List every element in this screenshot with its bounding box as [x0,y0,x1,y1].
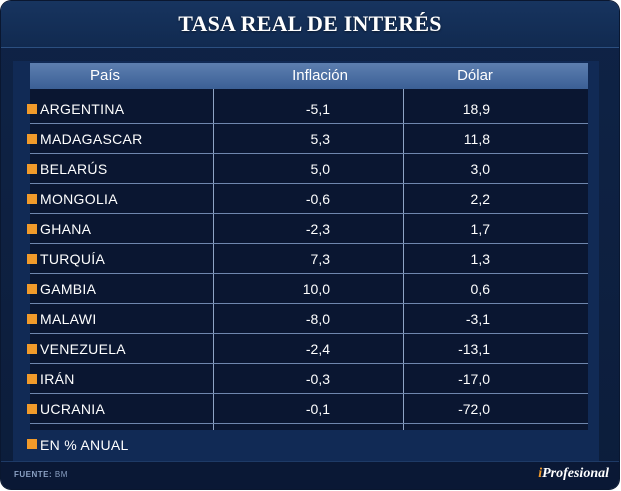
table-body [30,89,588,430]
table-row: MONGOLIA -0,6 2,2 [0,184,621,214]
row-bullet-icon [27,284,37,294]
cell-usd: 18,9 [462,101,490,117]
cell-usd: 1,3 [470,251,490,267]
cell-country: BELARÚS [40,161,108,177]
cell-inflation: -5,1 [305,101,330,117]
unit-note: EN % ANUAL [40,437,129,453]
table-row: UCRANIA -0,1 -72,0 [0,394,621,424]
table-row: TURQUÍA 7,3 1,3 [0,244,621,274]
cell-country: ARGENTINA [40,101,125,117]
table-row: GHANA -2,3 1,7 [0,214,621,244]
row-bullet-icon [27,404,37,414]
cell-usd: 0,6 [470,281,490,297]
row-bullet-icon [27,374,37,384]
cell-inflation: -0,3 [305,371,330,387]
source-line: FUENTE: BM [14,470,68,479]
table-row: BELARÚS 5,0 3,0 [0,154,621,184]
cell-usd: 1,7 [470,221,490,237]
row-bullet-icon [27,224,37,234]
row-divider [30,243,588,244]
row-divider [30,123,588,124]
brand-name: Profesional [542,466,609,481]
row-divider [30,273,588,274]
note-bullet-icon [27,439,37,449]
cell-country: TURQUÍA [40,251,106,267]
table-row: MADAGASCAR 5,3 11,8 [0,124,621,154]
column-divider [213,89,214,430]
cell-inflation: 5,3 [310,131,330,147]
cell-inflation: 5,0 [310,161,330,177]
cell-country: GAMBIA [40,281,97,297]
cell-country: IRÁN [40,371,75,387]
row-divider [30,303,588,304]
table-row: GAMBIA 10,0 0,6 [0,274,621,304]
cell-inflation: 10,0 [302,281,330,297]
cell-usd: 3,0 [470,161,490,177]
chart-title: TASA REAL DE INTERÉS [178,11,442,36]
footer-bar: FUENTE: BM iProfesional [1,461,619,489]
brand-prefix: i [538,466,543,481]
cell-country: MONGOLIA [40,191,118,207]
title-bar: TASA REAL DE INTERÉS [1,1,619,48]
row-bullet-icon [27,314,37,324]
table-row: IRÁN -0,3 -17,0 [0,364,621,394]
cell-usd: 2,2 [470,191,490,207]
source-label: FUENTE: [14,470,53,479]
cell-country: MADAGASCAR [40,131,143,147]
cell-usd: -3,1 [465,311,490,327]
table-row: ARGENTINA -5,1 18,9 [0,94,621,124]
column-divider [403,89,404,430]
column-header-row: País Inflación Dólar [30,63,588,89]
cell-inflation: -8,0 [305,311,330,327]
column-header-inflation: Inflación [292,67,348,84]
cell-usd: -72,0 [458,401,490,417]
row-divider [30,423,588,424]
cell-country: UCRANIA [40,401,106,417]
row-bullet-icon [27,164,37,174]
row-bullet-icon [27,134,37,144]
cell-inflation: -2,3 [305,221,330,237]
cell-inflation: -2,4 [305,341,330,357]
cell-country: VENEZUELA [40,341,126,357]
column-header-usd: Dólar [457,67,493,84]
column-header-country: País [89,67,120,84]
cell-inflation: 7,3 [310,251,330,267]
source-value: BM [54,470,68,479]
row-divider [30,333,588,334]
cell-usd: -17,0 [458,371,490,387]
row-divider [30,153,588,154]
cell-country: MALAWI [40,311,97,327]
table-row: VENEZUELA -2,4 -13,1 [0,334,621,364]
row-bullet-icon [27,254,37,264]
cell-inflation: -0,1 [305,401,330,417]
cell-country: GHANA [40,221,92,237]
cell-inflation: -0,6 [305,191,330,207]
brand-logo: iProfesional [538,466,609,482]
row-bullet-icon [27,194,37,204]
row-divider [30,363,588,364]
row-divider [30,213,588,214]
cell-usd: -13,1 [458,341,490,357]
row-divider [30,393,588,394]
cell-usd: 11,8 [463,131,490,147]
row-bullet-icon [27,344,37,354]
row-divider [30,183,588,184]
table-row: MALAWI -8,0 -3,1 [0,304,621,334]
row-bullet-icon [27,104,37,114]
